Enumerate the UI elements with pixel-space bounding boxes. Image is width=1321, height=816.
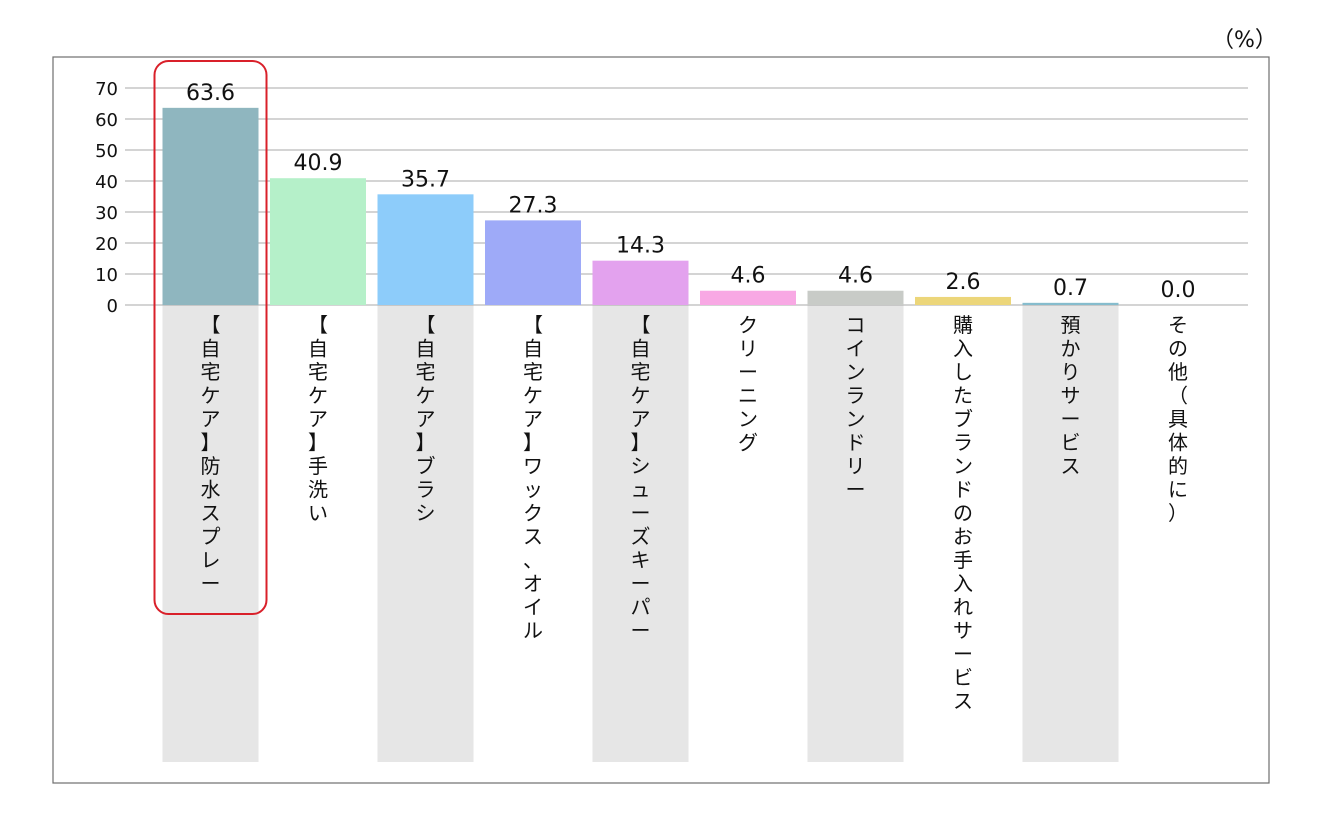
bar (1022, 302, 1119, 305)
data-label: 4.6 (731, 264, 766, 289)
bar (485, 220, 581, 305)
y-tick-label: 10 (95, 265, 118, 286)
category-label: 預かりサービス (1061, 313, 1081, 478)
label-band (377, 305, 474, 762)
y-tick-label: 0 (107, 296, 118, 317)
data-label: 14.3 (616, 234, 665, 259)
bar (270, 178, 366, 305)
data-label: 27.3 (509, 193, 558, 218)
y-tick-label: 20 (95, 234, 118, 255)
bar (700, 290, 796, 305)
data-label: 4.6 (838, 264, 873, 289)
bars (162, 107, 1119, 305)
bar (162, 107, 259, 305)
unit-label: （%） (1212, 28, 1277, 53)
bar (915, 296, 1011, 305)
bar (592, 260, 689, 305)
category-label: 【自宅ケア】ワックス、オイル (523, 313, 543, 643)
highlight-frame (153, 60, 268, 615)
label-band (162, 305, 259, 762)
y-tick-label: 50 (95, 141, 118, 162)
bar (377, 194, 474, 305)
y-axis: 0 10 20 30 40 50 60 70 (95, 79, 118, 317)
data-label: 35.7 (401, 167, 450, 192)
label-band (1022, 305, 1119, 762)
data-label: 0.0 (1161, 278, 1196, 303)
category-label: コインランドリー (846, 313, 866, 502)
y-tick-label: 70 (95, 79, 118, 100)
bar (807, 290, 904, 305)
category-label: クリーニング (738, 313, 758, 455)
category-label: 【自宅ケア】手洗い (308, 313, 328, 525)
category-label: 【自宅ケア】ブラシ (416, 313, 436, 525)
data-label: 63.6 (186, 81, 235, 106)
label-band (592, 305, 689, 762)
value-labels: 63.6 40.9 35.7 27.3 14.3 4.6 4.6 2.6 0.7 0.0 (186, 81, 1195, 303)
category-label: 【自宅ケア】シューズキーパー (631, 313, 651, 643)
label-bands (162, 305, 1119, 762)
category-label: 購入したブランドのお手入れサービス (953, 313, 973, 713)
category-labels: 【自宅ケア】防水スプレー 【自宅ケア】手洗い 【自宅ケア】ブラシ 【自宅ケア】ワックス… (201, 313, 1189, 713)
category-label: 【自宅ケア】防水スプレー (201, 313, 221, 596)
chart-frame (52, 56, 1270, 784)
category-label: その他（具体的に） (1168, 313, 1188, 525)
data-label: 40.9 (294, 151, 343, 176)
y-tick-label: 40 (95, 172, 118, 193)
data-label: 2.6 (946, 270, 981, 295)
label-band (807, 305, 904, 762)
highlight-group (153, 60, 268, 615)
y-tick-label: 60 (95, 110, 118, 131)
data-label: 0.7 (1053, 276, 1088, 301)
y-tick-label: 30 (95, 203, 118, 224)
